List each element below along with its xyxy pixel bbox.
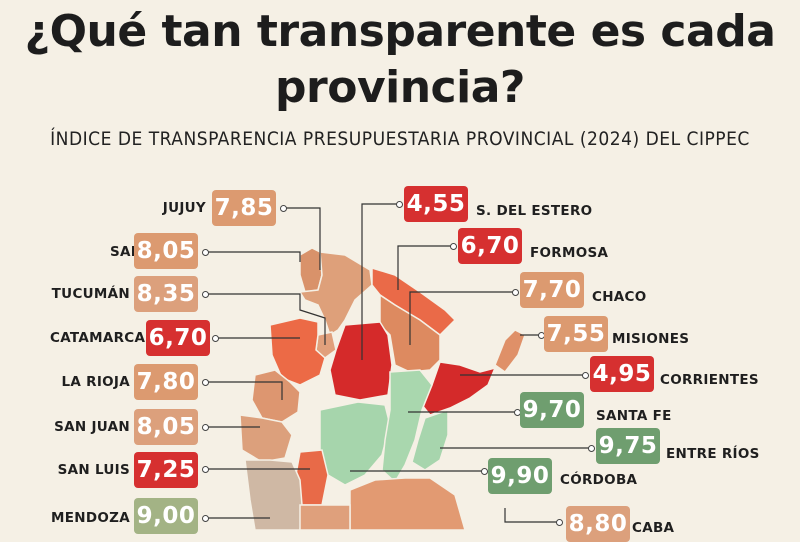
province-santiago-del-estero [329, 321, 393, 401]
label-la-rioja: LA RIOJA [61, 374, 130, 390]
province-la-rioja [251, 369, 301, 423]
label-chaco: CHACO [592, 289, 647, 305]
badge-entre-rios: 9,75 [596, 428, 660, 464]
badge-la-rioja: 7,80 [134, 364, 198, 400]
label-santa-fe: SANTA FE [596, 408, 672, 424]
badge-caba: 8,80 [566, 506, 630, 542]
leader-tucuman [205, 293, 326, 345]
province-buenos-aires [349, 477, 466, 530]
dot-la-rioja [202, 379, 209, 386]
province-catamarca [269, 317, 326, 386]
dot-formosa [450, 243, 457, 250]
province-cordoba [319, 401, 391, 486]
badge-catamarca: 6,70 [146, 320, 210, 356]
dot-san-luis [202, 466, 209, 473]
leader-s-del-estero [361, 203, 398, 360]
badge-san-luis: 7,25 [134, 452, 198, 488]
leader-jujuy [285, 207, 321, 270]
badge-mendoza: 9,00 [134, 498, 198, 534]
argentina-map [205, 203, 592, 530]
label-corrientes: CORRIENTES [660, 372, 759, 388]
label-formosa: FORMOSA [530, 245, 609, 261]
dot-jujuy [280, 205, 287, 212]
badge-formosa: 6,70 [458, 228, 522, 264]
dot-catamarca [212, 335, 219, 342]
dot-chaco [512, 289, 519, 296]
label-catamarca: CATAMARCA [50, 330, 146, 346]
badge-salta: 8,05 [134, 233, 198, 269]
dot-caba [556, 519, 563, 526]
page-title-line-1: ¿Qué tan transparente es cada [24, 6, 776, 57]
badge-s-del-estero: 4,55 [404, 186, 468, 222]
leader-caba [504, 508, 560, 523]
label-mendoza: MENDOZA [51, 510, 130, 526]
label-misiones: MISIONES [612, 331, 690, 347]
dot-mendoza [202, 515, 209, 522]
dot-s-del-estero [396, 201, 403, 208]
dot-entre-rios [588, 445, 595, 452]
badge-misiones: 7,55 [544, 316, 608, 352]
label-san-juan: SAN JUAN [54, 419, 130, 435]
dot-corrientes [582, 372, 589, 379]
badge-corrientes: 4,95 [590, 356, 654, 392]
page-title-line-2: provincia? [275, 62, 525, 113]
province-san-juan [239, 414, 293, 463]
label-caba: CABA [632, 520, 675, 536]
province-entre-rios [411, 408, 449, 471]
province-corrientes [421, 361, 497, 416]
label-san-luis: SAN LUIS [57, 462, 130, 478]
dot-cordoba [481, 468, 488, 475]
badge-santa-fe: 9,70 [520, 392, 584, 428]
leader-chaco [409, 291, 515, 345]
label-entre-rios: ENTRE RÍOS [666, 446, 760, 462]
badge-tucuman: 8,35 [134, 276, 198, 312]
badge-cordoba: 9,90 [488, 458, 552, 494]
label-salta: SALTA [110, 244, 156, 260]
dot-tucuman [202, 291, 209, 298]
leader-formosa [397, 245, 452, 290]
label-tucuman: TUCUMÁN [51, 286, 130, 302]
leader-salta [205, 251, 301, 262]
page-subtitle: ÍNDICE DE TRANSPARENCIA PRESUPUESTARIA P… [50, 128, 750, 150]
badge-san-juan: 8,05 [134, 409, 198, 445]
province-santa-fe [381, 369, 433, 484]
leader-la-rioja [205, 381, 283, 400]
label-cordoba: CÓRDOBA [560, 472, 638, 488]
province-mendoza [244, 459, 303, 530]
dot-salta [202, 249, 209, 256]
dot-san-juan [202, 424, 209, 431]
label-jujuy: JUJUY [162, 200, 206, 216]
badge-chaco: 7,70 [520, 272, 584, 308]
badge-jujuy: 7,85 [212, 190, 276, 226]
province-la-pampa [299, 504, 351, 530]
label-s-del-estero: S. DEL ESTERO [476, 203, 593, 219]
province-misiones [494, 329, 526, 374]
